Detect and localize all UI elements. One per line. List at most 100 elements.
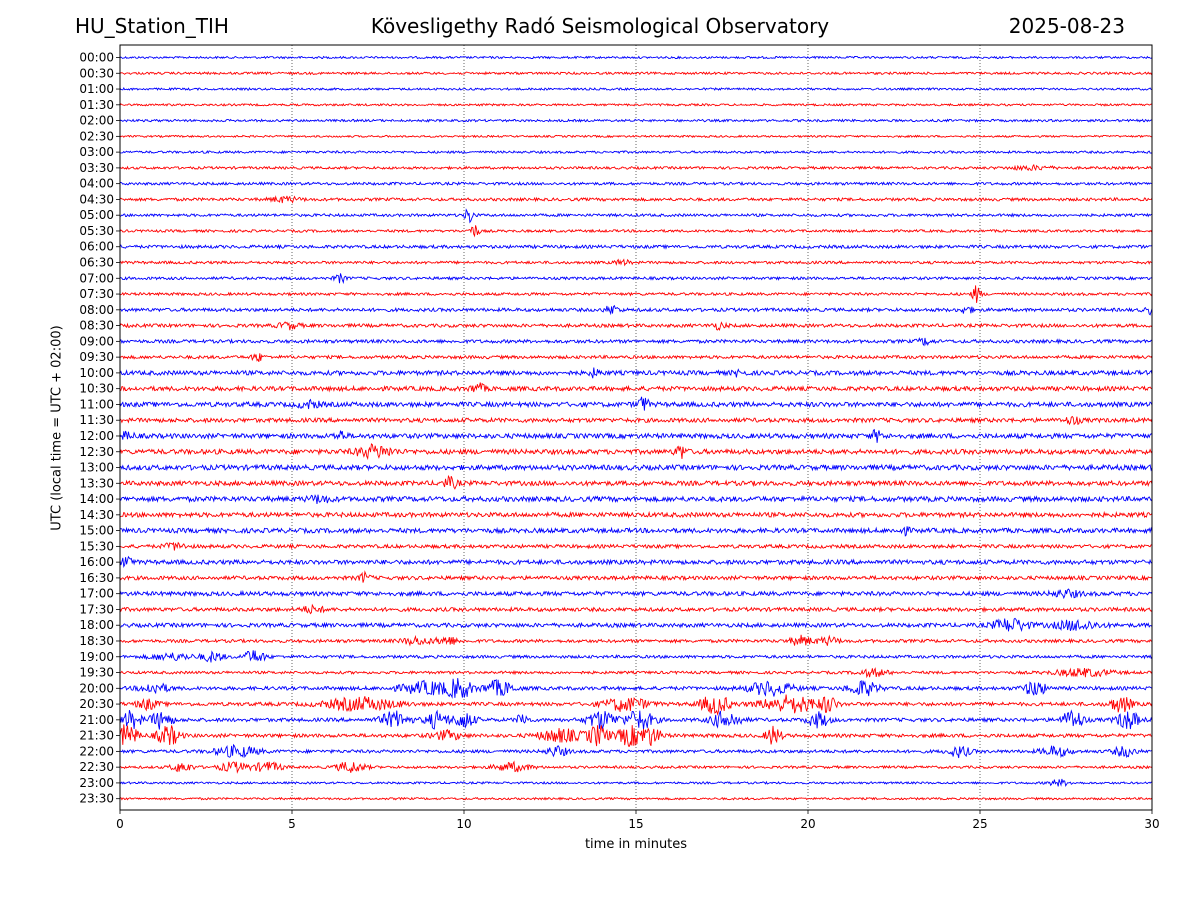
trace-14:00 <box>119 494 1153 505</box>
trace-11:00 <box>119 396 1153 411</box>
trace-08:00 <box>119 304 1153 316</box>
y-tick-label: 19:30 <box>79 666 114 680</box>
x-tick-label: 20 <box>800 817 815 831</box>
trace-21:30 <box>119 724 1153 747</box>
y-tick-label: 06:00 <box>79 240 114 254</box>
trace-05:30 <box>119 225 1153 238</box>
y-tick-label: 12:30 <box>79 445 114 459</box>
x-tick-label: 5 <box>288 817 296 831</box>
trace-20:00 <box>119 678 1153 699</box>
y-tick-label: 21:00 <box>79 713 114 727</box>
y-tick-label: 11:00 <box>79 397 114 411</box>
y-tick-label: 10:30 <box>79 382 114 396</box>
y-tick-label: 03:30 <box>79 161 114 175</box>
trace-23:30 <box>119 796 1153 801</box>
y-tick-label: 16:30 <box>79 571 114 585</box>
y-tick-label: 10:00 <box>79 366 114 380</box>
trace-19:30 <box>119 667 1153 679</box>
trace-09:30 <box>119 353 1153 362</box>
y-tick-label: 13:30 <box>79 476 114 490</box>
trace-13:30 <box>119 474 1153 490</box>
chart-title: Kövesligethy Radó Seismological Observat… <box>370 14 830 38</box>
y-tick-label: 22:00 <box>79 744 114 758</box>
trace-10:30 <box>119 382 1153 393</box>
trace-03:00 <box>119 149 1153 155</box>
trace-21:00 <box>119 709 1153 730</box>
trace-22:00 <box>119 743 1153 759</box>
y-tick-label: 17:30 <box>79 602 114 616</box>
y-tick-label: 18:30 <box>79 634 114 648</box>
trace-16:30 <box>119 570 1153 583</box>
x-axis-label: time in minutes <box>584 837 688 852</box>
y-tick-label: 02:00 <box>79 114 114 128</box>
y-tick-label: 18:00 <box>79 618 114 632</box>
y-tick-label: 22:30 <box>79 760 114 774</box>
y-tick-label: 04:30 <box>79 192 114 206</box>
trace-07:00 <box>119 273 1153 285</box>
chart-date: 2025-08-23 <box>1008 14 1125 38</box>
y-tick-label: 20:00 <box>79 681 114 695</box>
y-tick-label: 17:00 <box>79 587 114 601</box>
y-tick-label: 21:30 <box>79 729 114 743</box>
x-tick-label: 0 <box>116 817 124 831</box>
trace-22:30 <box>120 760 1153 774</box>
trace-02:00 <box>119 118 1152 123</box>
trace-20:30 <box>119 694 1153 716</box>
y-tick-label: 14:00 <box>79 492 114 506</box>
y-tick-label: 05:30 <box>79 224 114 238</box>
y-tick-label: 04:00 <box>79 177 114 191</box>
y-tick-label: 20:30 <box>79 697 114 711</box>
trace-10:00 <box>119 367 1153 379</box>
y-tick-label: 07:30 <box>79 287 114 301</box>
y-tick-label: 15:30 <box>79 539 114 553</box>
y-tick-label: 00:30 <box>79 66 114 80</box>
y-axis-label: UTC (local time = UTC + 02:00) <box>49 325 65 531</box>
x-tick-label: 15 <box>628 817 643 831</box>
y-tick-label: 00:00 <box>79 51 114 65</box>
trace-15:30 <box>119 541 1153 551</box>
trace-06:30 <box>119 258 1153 267</box>
trace-01:00 <box>119 87 1152 92</box>
trace-02:30 <box>119 134 1153 139</box>
y-tick-label: 11:30 <box>79 413 114 427</box>
x-tick-label: 10 <box>456 817 471 831</box>
trace-11:30 <box>119 415 1153 426</box>
trace-04:00 <box>119 180 1153 187</box>
trace-18:30 <box>119 634 1153 647</box>
y-tick-label: 23:30 <box>79 792 114 806</box>
y-tick-label: 19:00 <box>79 650 114 664</box>
trace-14:30 <box>119 510 1153 519</box>
trace-06:00 <box>119 243 1153 250</box>
trace-19:00 <box>119 650 1153 663</box>
y-tick-label: 02:30 <box>79 129 114 143</box>
trace-18:00 <box>120 617 1153 632</box>
x-tick-label: 30 <box>1144 817 1159 831</box>
y-tick-label: 12:00 <box>79 429 114 443</box>
trace-00:30 <box>119 70 1153 76</box>
trace-04:30 <box>119 195 1153 204</box>
y-tick-label: 23:00 <box>79 776 114 790</box>
y-tick-label: 08:30 <box>79 319 114 333</box>
trace-08:30 <box>119 321 1153 331</box>
trace-01:30 <box>119 102 1153 107</box>
trace-05:00 <box>119 208 1153 224</box>
y-tick-label: 06:30 <box>79 256 114 270</box>
y-tick-label: 08:00 <box>79 303 114 317</box>
trace-23:00 <box>119 778 1153 788</box>
trace-07:30 <box>119 285 1153 303</box>
trace-13:00 <box>119 463 1153 472</box>
y-tick-label: 05:00 <box>79 208 114 222</box>
y-tick-label: 03:00 <box>79 145 114 159</box>
y-tick-label: 15:00 <box>79 524 114 538</box>
trace-12:30 <box>119 443 1153 461</box>
trace-17:30 <box>119 603 1153 615</box>
trace-16:00 <box>119 555 1153 568</box>
station-name: HU_Station_TIH <box>75 14 229 38</box>
y-tick-label: 01:00 <box>79 82 114 96</box>
x-tick-label: 25 <box>972 817 987 831</box>
trace-12:00 <box>119 428 1153 443</box>
y-tick-label: 16:00 <box>79 555 114 569</box>
trace-00:00 <box>119 55 1153 60</box>
trace-03:30 <box>119 163 1153 172</box>
